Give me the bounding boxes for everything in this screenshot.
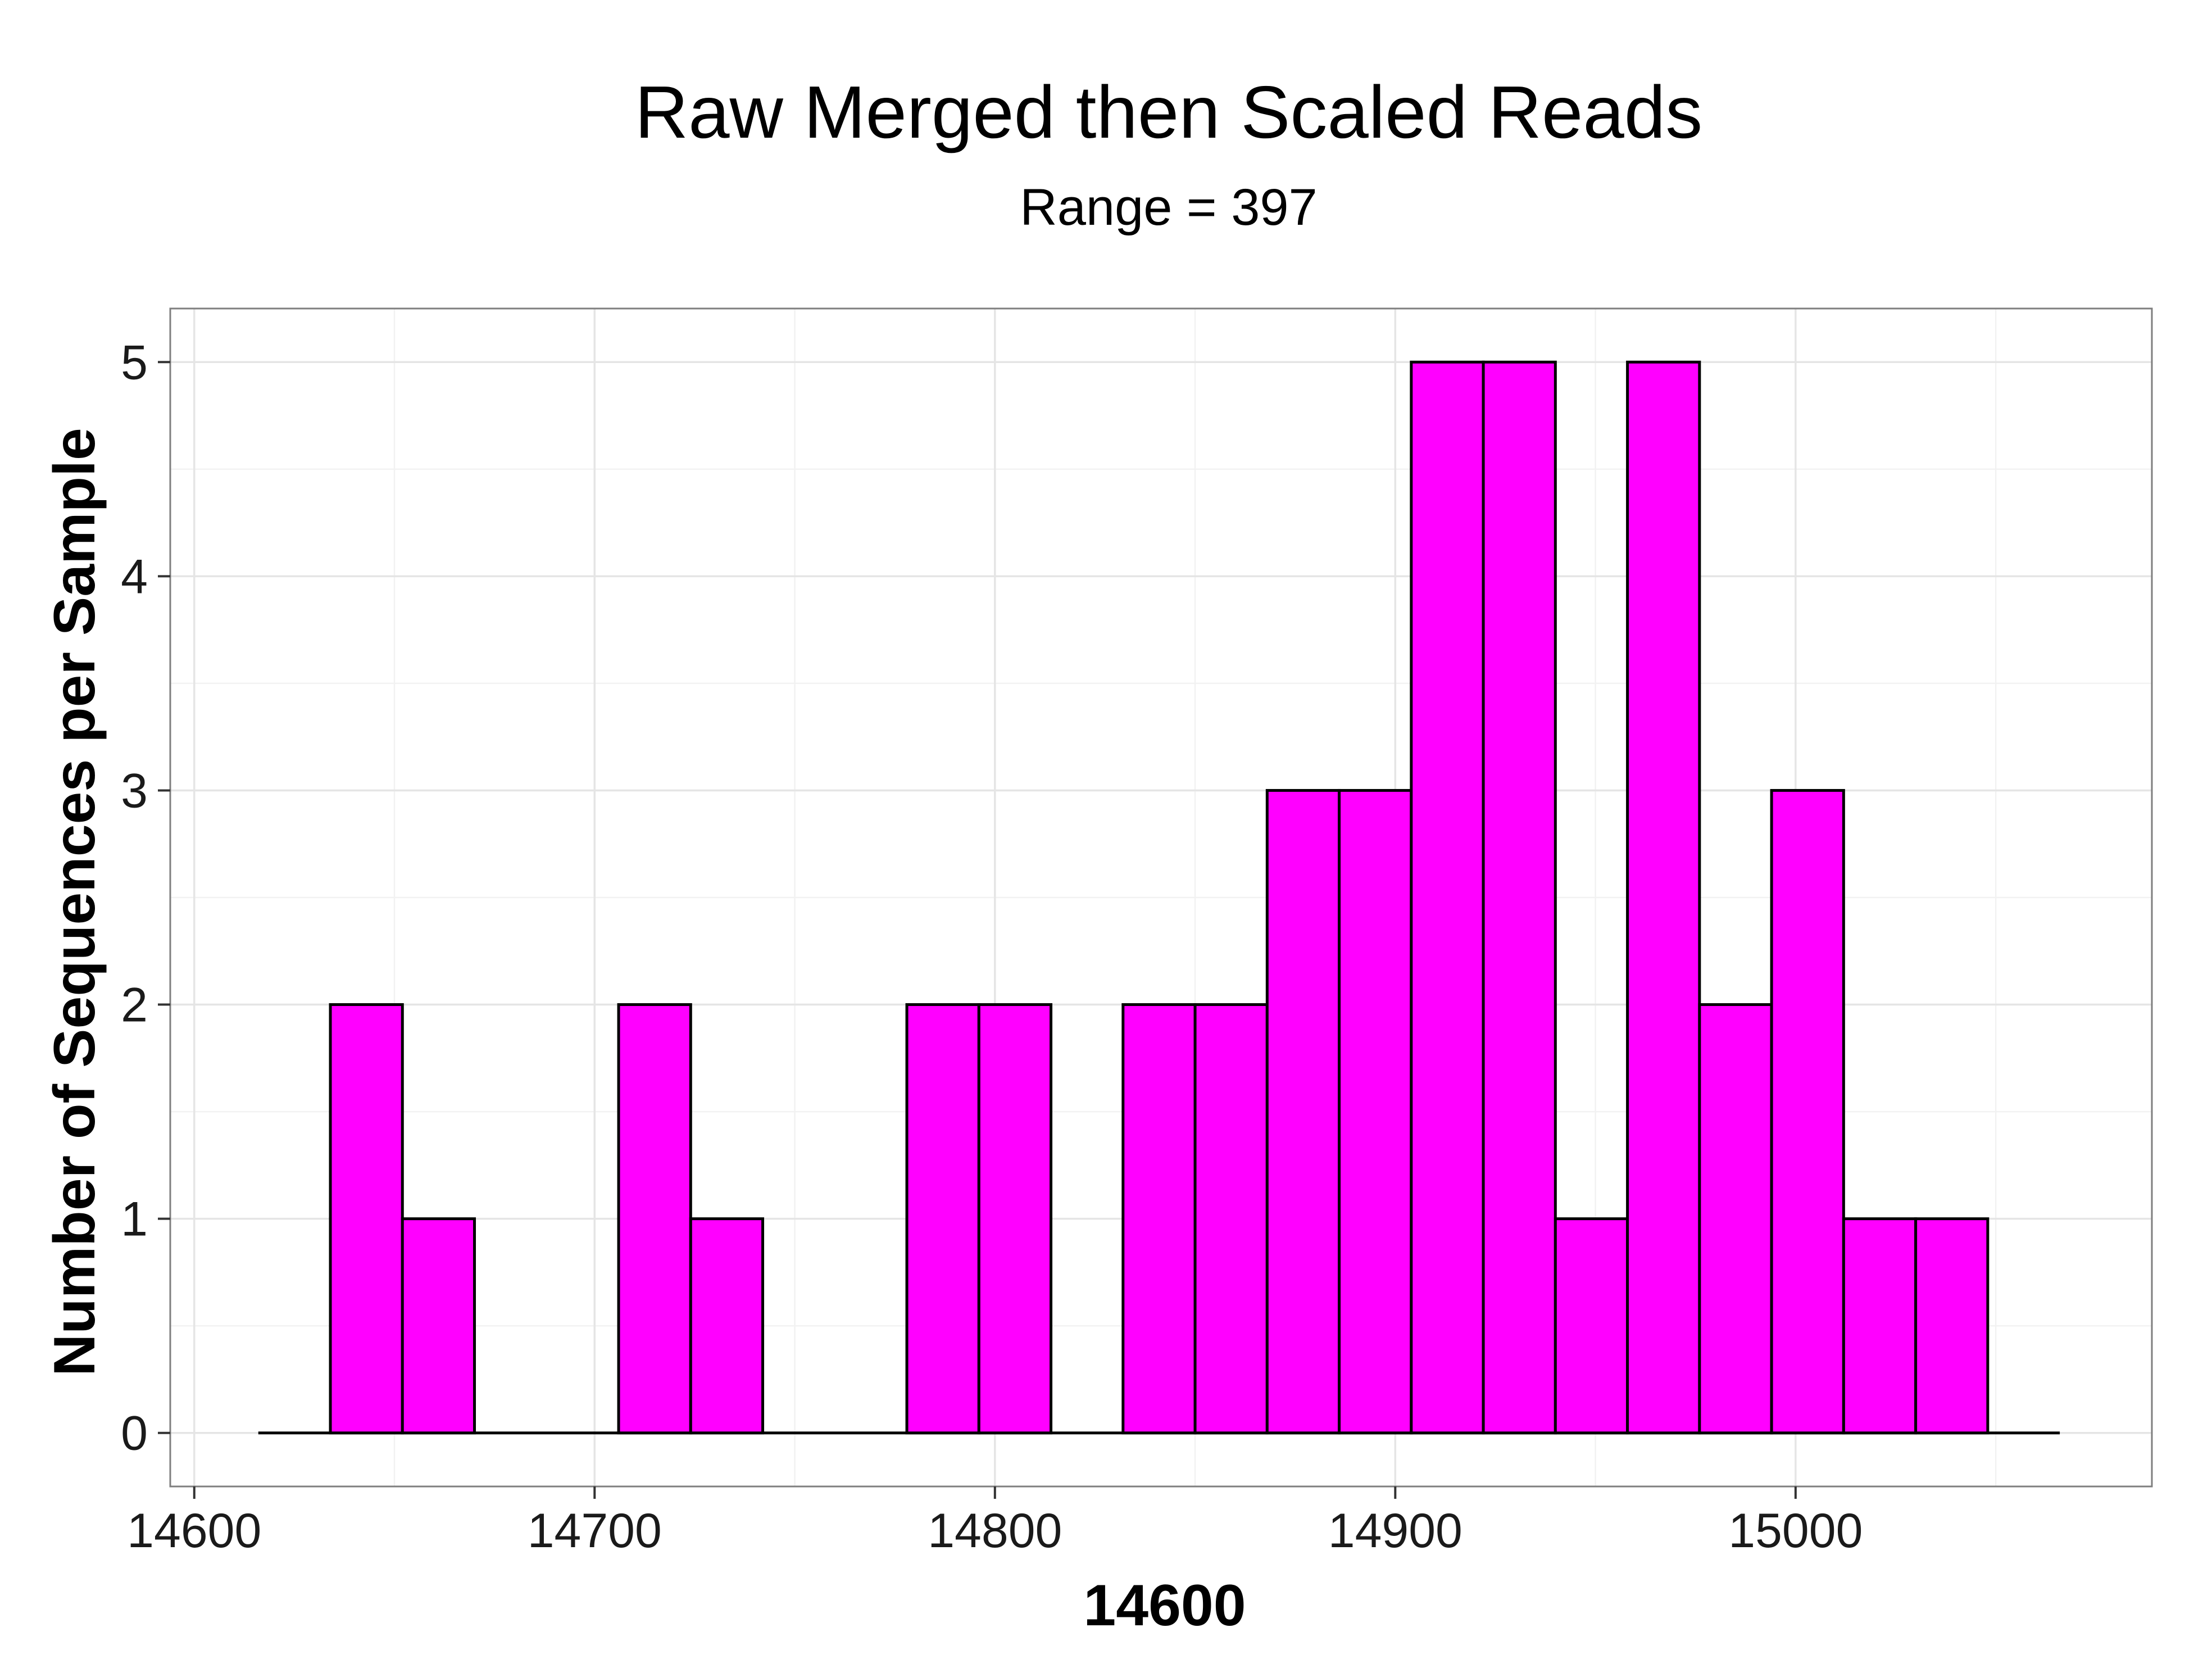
histogram-bar	[329, 1003, 404, 1435]
x-tick-label: 14900	[1328, 1504, 1462, 1558]
y-tick-label: 3	[121, 764, 148, 818]
y-tick-label: 2	[121, 978, 148, 1032]
histogram-bar	[1554, 1217, 1629, 1435]
x-tick-label: 15000	[1728, 1504, 1863, 1558]
histogram-bar	[905, 1003, 980, 1435]
y-tick-label: 1	[121, 1193, 148, 1246]
y-tick-label: 5	[121, 336, 148, 389]
x-tick-label: 14800	[928, 1504, 1062, 1558]
histogram-bar	[401, 1217, 476, 1435]
chart-title: Raw Merged then Scaled Reads	[635, 71, 1702, 153]
x-axis-title: 14600	[1083, 1573, 1246, 1638]
plot-panel-border	[169, 307, 2153, 1488]
bars-layer	[329, 360, 1990, 1435]
y-axis-title: Number of Sequences per Sample	[42, 428, 107, 1376]
histogram-bar	[1914, 1217, 1990, 1435]
chart-subtitle: Range = 397	[1020, 179, 1317, 236]
x-tick-label: 14700	[528, 1504, 662, 1558]
y-axis-ticks: 0 1 2 3 4 5	[121, 336, 170, 1461]
histogram-bar	[617, 1003, 692, 1435]
histogram-bar	[1842, 1217, 1918, 1435]
histogram-bar	[1770, 788, 1845, 1435]
histogram-bar	[1482, 360, 1557, 1435]
histogram-bar	[1698, 1003, 1773, 1435]
x-axis-ticks: 14600 14700 14800 14900 15000	[127, 1486, 1863, 1558]
histogram-bar	[1193, 1003, 1269, 1435]
x-tick-label: 14600	[127, 1504, 261, 1558]
histogram-bar	[977, 1003, 1053, 1435]
histogram-bar	[689, 1217, 765, 1435]
y-tick-label: 4	[121, 550, 148, 604]
histogram-bar	[1338, 788, 1413, 1435]
histogram-bar	[1410, 360, 1485, 1435]
histogram-bar	[1121, 1003, 1197, 1435]
histogram-bar	[1265, 788, 1341, 1435]
histogram-bar	[1626, 360, 1701, 1435]
y-tick-label: 0	[121, 1407, 148, 1461]
